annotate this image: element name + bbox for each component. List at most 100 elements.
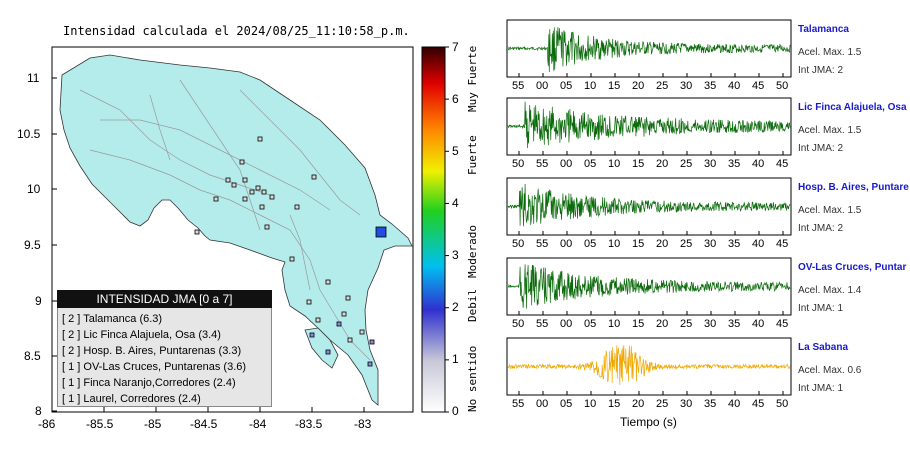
- time-tick: 45: [752, 398, 765, 410]
- station-name: La Sabana: [798, 342, 849, 353]
- time-tick: 30: [704, 238, 717, 250]
- time-tick: 05: [584, 238, 597, 250]
- cbar-tick: 4: [452, 196, 459, 210]
- time-tick: 25: [656, 398, 669, 410]
- station-name: Hosp. B. Aires, Puntare: [798, 182, 909, 193]
- time-tick: 25: [680, 238, 693, 250]
- time-tick: 55: [536, 158, 549, 170]
- station-accel: Acel. Max. 0.6: [798, 365, 862, 376]
- colorbar: [421, 46, 446, 413]
- lon-tick: -84.5: [190, 417, 218, 431]
- time-tick: 50: [776, 80, 789, 92]
- cbar-tick: 2: [452, 300, 459, 314]
- cbar-tick: 6: [452, 92, 459, 106]
- time-tick: 45: [776, 238, 789, 250]
- station-intensity: Int JMA: 2: [798, 143, 844, 154]
- time-tick: 00: [560, 238, 573, 250]
- colored-station-markers: [309, 321, 375, 367]
- lat-tick: 10: [27, 182, 41, 196]
- time-tick: 55: [512, 80, 525, 92]
- lat-tick: 8: [35, 404, 42, 418]
- time-tick: 00: [536, 398, 549, 410]
- legend-row: [ 2 ] Lic Finca Alajuela, Osa (3.4): [62, 329, 221, 341]
- time-tick: 10: [608, 238, 621, 250]
- lat-tick: 8.5: [24, 349, 41, 363]
- time-tick: 35: [728, 238, 741, 250]
- time-tick: 50: [776, 398, 789, 410]
- time-tick: 20: [656, 238, 669, 250]
- station-intensity: Int JMA: 2: [798, 65, 844, 76]
- time-tick: 35: [728, 158, 741, 170]
- station-name: OV-Las Cruces, Puntar: [798, 262, 907, 273]
- time-tick: 05: [560, 80, 573, 92]
- time-tick: 50: [512, 318, 525, 330]
- legend-row: [ 1 ] Laurel, Corredores (2.4): [62, 393, 201, 405]
- time-tick: 00: [560, 318, 573, 330]
- time-tick: 45: [776, 158, 789, 170]
- epicenter-marker: [375, 226, 387, 238]
- time-tick: 05: [584, 158, 597, 170]
- time-tick: 40: [728, 80, 741, 92]
- time-tick: 05: [560, 398, 573, 410]
- time-tick: 20: [656, 318, 669, 330]
- lon-tick: -85: [144, 417, 162, 431]
- time-tick: 35: [704, 80, 717, 92]
- time-tick: 30: [680, 398, 693, 410]
- map-title: Intensidad calculada el 2024/08/25_11:10…: [63, 24, 410, 38]
- time-tick: 25: [656, 80, 669, 92]
- time-tick: 10: [584, 80, 597, 92]
- time-tick: 10: [584, 398, 597, 410]
- time-tick: 15: [632, 318, 645, 330]
- time-tick: 45: [752, 80, 765, 92]
- cbar-tick: 7: [452, 40, 459, 54]
- time-tick: 40: [752, 238, 765, 250]
- station-intensity: Int JMA: 1: [798, 303, 844, 314]
- time-tick: 30: [704, 158, 717, 170]
- time-tick: 25: [680, 318, 693, 330]
- time-tick: 35: [704, 398, 717, 410]
- time-tick: 20: [632, 80, 645, 92]
- time-tick: 00: [536, 80, 549, 92]
- cbar-tick: 5: [452, 144, 459, 158]
- lon-tick: -85.5: [86, 417, 114, 431]
- road-network: [79, 79, 371, 361]
- station-accel: Acel. Max. 1.4: [798, 285, 862, 296]
- lat-tick: 9.5: [24, 238, 41, 252]
- cbar-tick: 3: [452, 248, 459, 262]
- time-tick: 10: [608, 318, 621, 330]
- time-tick: 55: [536, 318, 549, 330]
- lon-tick: -83: [354, 417, 372, 431]
- legend-title: INTENSIDAD JMA [0 a 7]: [57, 290, 272, 308]
- intensity-legend: [57, 290, 272, 407]
- time-tick: 45: [776, 318, 789, 330]
- time-tick: 40: [752, 318, 765, 330]
- station-markers: [194, 136, 365, 343]
- waveform-trace: [507, 344, 791, 385]
- cbar-tick: 0: [452, 404, 459, 418]
- time-tick: 20: [656, 158, 669, 170]
- time-tick: 50: [512, 158, 525, 170]
- waveform-trace: [507, 101, 791, 149]
- time-tick: 15: [632, 238, 645, 250]
- station-intensity: Int JMA: 2: [798, 223, 844, 234]
- time-tick: 05: [584, 318, 597, 330]
- waveform-trace: [507, 27, 791, 73]
- station-accel: Acel. Max. 1.5: [798, 125, 862, 136]
- lon-tick: -83.5: [295, 417, 323, 431]
- station-accel: Acel. Max. 1.5: [798, 205, 862, 216]
- station-accel: Acel. Max. 1.5: [798, 47, 862, 58]
- time-tick: 00: [560, 158, 573, 170]
- costa-rica-land: [59, 54, 413, 406]
- time-tick: 15: [608, 398, 621, 410]
- time-tick: 30: [680, 80, 693, 92]
- legend-row: [ 1 ] Finca Naranjo,Corredores (2.4): [62, 377, 236, 389]
- legend-row: [ 2 ] Hosp. B. Aires, Puntarenas (3.3): [62, 345, 242, 357]
- time-tick: 25: [680, 158, 693, 170]
- legend-row: [ 1 ] OV-Las Cruces, Puntarenas (3.6): [62, 361, 247, 373]
- lon-tick: -84: [249, 417, 267, 431]
- time-tick: 10: [608, 158, 621, 170]
- waveform-trace: [507, 264, 791, 309]
- time-tick: 35: [728, 318, 741, 330]
- station-intensity: Int JMA: 1: [798, 383, 844, 394]
